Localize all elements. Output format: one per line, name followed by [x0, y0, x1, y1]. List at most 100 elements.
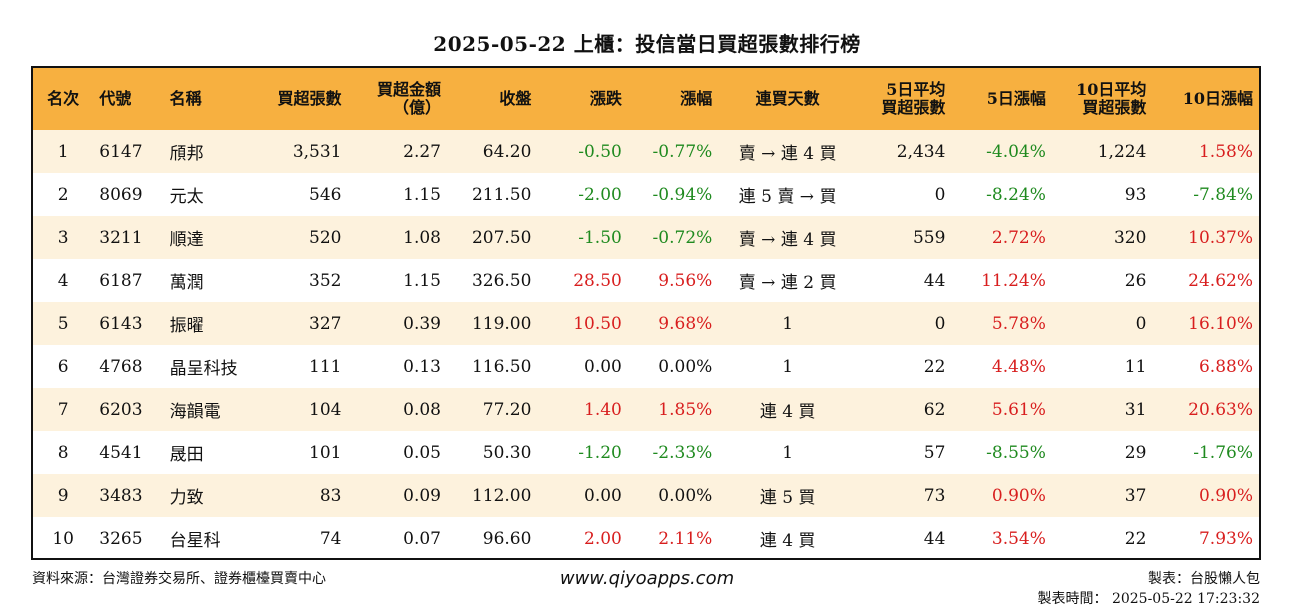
rank-cell: 2: [33, 173, 94, 216]
change5-percent-cell: 2.72%: [951, 216, 1052, 259]
avg10-volume-cell: 31: [1051, 388, 1153, 431]
avg5-volume-cell: 73: [856, 474, 952, 517]
close-price-cell: 77.20: [446, 388, 538, 431]
net-buy-amount-cell: 0.09: [347, 474, 447, 517]
avg10-volume-cell: 93: [1051, 173, 1153, 216]
website-url[interactable]: www.qiyoapps.com: [559, 568, 735, 589]
change-percent-cell: 0.00%: [627, 474, 719, 517]
change10-percent-cell: -7.84%: [1152, 173, 1259, 216]
net-buy-amount-cell: 2.27: [347, 130, 447, 173]
column-header: 買超金額 （億）: [347, 68, 447, 130]
change5-percent-cell: 0.90%: [951, 474, 1052, 517]
net-buy-volume-cell: 101: [259, 431, 348, 474]
stock-code-cell: 6143: [93, 302, 164, 345]
change10-percent-cell: -1.76%: [1152, 431, 1259, 474]
stock-name-cell: 晶呈科技: [163, 345, 260, 388]
ranking-table-container: 名次 代號 名稱 買超張數 買超金額 （億） 收盤 漲跌 漲幅 連買天數 5日平均 買超張數 5日漲幅 1…: [31, 66, 1261, 560]
price-change-cell: -1.50: [537, 216, 628, 259]
change5-percent-cell: 5.78%: [951, 302, 1052, 345]
change10-percent-cell: 7.93%: [1152, 517, 1259, 558]
column-header-label: 10日漲幅: [1182, 89, 1253, 108]
close-price-cell: 64.20: [446, 130, 538, 173]
avg10-volume-cell: 1,224: [1051, 130, 1153, 173]
column-header-label: 收盤: [499, 89, 532, 108]
change-percent-cell: -0.72%: [627, 216, 719, 259]
avg5-volume-cell: 2,434: [856, 130, 952, 173]
avg10-volume-cell: 11: [1051, 345, 1153, 388]
table-row: 3 3211 順達 520 1.08 207.50 -1.50 -0.72% 賣 → 連 4 買…: [33, 216, 1259, 259]
avg5-volume-cell: 0: [856, 302, 952, 345]
stock-name-cell: 順達: [163, 216, 260, 259]
net-buy-volume-cell: 111: [259, 345, 348, 388]
close-price-cell: 116.50: [446, 345, 538, 388]
change10-percent-cell: 24.62%: [1152, 259, 1259, 302]
rank-cell: 10: [33, 517, 94, 558]
change10-percent-cell: 6.88%: [1152, 345, 1259, 388]
price-change-cell: 0.00: [537, 345, 628, 388]
net-buy-volume-cell: 104: [259, 388, 348, 431]
column-header-label: 名次: [47, 89, 80, 108]
column-header-label: （億）: [392, 98, 441, 117]
rank-cell: 1: [33, 130, 94, 173]
net-buy-amount-cell: 0.39: [347, 302, 447, 345]
change5-percent-cell: 5.61%: [951, 388, 1052, 431]
column-header: 連買天數: [718, 68, 857, 130]
close-price-cell: 211.50: [446, 173, 538, 216]
generated-time: 製表時間： 2025-05-22 17:23:32: [1037, 591, 1261, 607]
price-change-cell: 2.00: [537, 517, 628, 558]
table-row: 8 4541 晟田 101 0.05 50.30 -1.20 -2.33% 1 57 -8.55% 2…: [33, 431, 1259, 474]
change10-percent-cell: 1.58%: [1152, 130, 1259, 173]
column-header: 收盤: [446, 68, 538, 130]
avg5-volume-cell: 44: [856, 517, 952, 558]
avg5-volume-cell: 22: [856, 345, 952, 388]
table-row: 5 6143 振曜 327 0.39 119.00 10.50 9.68% 1 0 5.78% 0 16…: [33, 302, 1259, 345]
stock-code-cell: 6203: [93, 388, 164, 431]
net-buy-amount-cell: 1.15: [347, 259, 447, 302]
price-change-cell: 28.50: [537, 259, 628, 302]
change-percent-cell: 9.56%: [627, 259, 719, 302]
price-change-cell: 0.00: [537, 474, 628, 517]
close-price-cell: 119.00: [446, 302, 538, 345]
net-buy-volume-cell: 3,531: [259, 130, 348, 173]
close-price-cell: 50.30: [446, 431, 538, 474]
column-header-label: 代號: [99, 89, 132, 108]
column-header-label: 買超金額: [376, 80, 441, 99]
change5-percent-cell: -8.24%: [951, 173, 1052, 216]
stock-code-cell: 3211: [93, 216, 164, 259]
page-title: 2025-05-22 上櫃：投信當日買超張數排行榜: [433, 32, 861, 56]
column-header-label: 名稱: [169, 89, 202, 108]
change10-percent-cell: 20.63%: [1152, 388, 1259, 431]
consecutive-days-cell: 1: [718, 345, 857, 388]
change-percent-cell: 0.00%: [627, 345, 719, 388]
column-header: 5日漲幅: [951, 68, 1052, 130]
stock-code-cell: 6147: [93, 130, 164, 173]
column-header: 10日漲幅: [1152, 68, 1259, 130]
net-buy-volume-cell: 520: [259, 216, 348, 259]
change5-percent-cell: -4.04%: [951, 130, 1052, 173]
column-header-label: 5日漲幅: [986, 89, 1046, 108]
column-header-label: 買超張數: [881, 98, 946, 117]
stock-name-cell: 晟田: [163, 431, 260, 474]
rank-cell: 3: [33, 216, 94, 259]
change10-percent-cell: 16.10%: [1152, 302, 1259, 345]
close-price-cell: 96.60: [446, 517, 538, 558]
net-buy-amount-cell: 0.05: [347, 431, 447, 474]
net-buy-amount-cell: 0.07: [347, 517, 447, 558]
consecutive-days-cell: 連 4 買: [718, 517, 857, 558]
table-header-row: 名次 代號 名稱 買超張數 買超金額 （億） 收盤 漲跌 漲幅 連買天數 5日平均 買超張數 5日漲幅 1…: [33, 68, 1259, 130]
stock-code-cell: 8069: [93, 173, 164, 216]
table-row: 10 3265 台星科 74 0.07 96.60 2.00 2.11% 連 4 買 44 3.54…: [33, 517, 1259, 558]
table-row: 9 3483 力致 83 0.09 112.00 0.00 0.00% 連 5 買 73 0.90%…: [33, 474, 1259, 517]
net-buy-amount-cell: 1.08: [347, 216, 447, 259]
table-body: 1 6147 頎邦 3,531 2.27 64.20 -0.50 -0.77% 賣 → 連 4 …: [33, 130, 1259, 558]
column-header: 代號: [93, 68, 164, 130]
stock-name-cell: 力致: [163, 474, 260, 517]
column-header: 名稱: [163, 68, 260, 130]
column-header-label: 5日平均: [886, 80, 946, 99]
ranking-table: 名次 代號 名稱 買超張數 買超金額 （億） 收盤 漲跌 漲幅 連買天數 5日平均 買超張數 5日漲幅 1…: [33, 68, 1259, 558]
table-row: 1 6147 頎邦 3,531 2.27 64.20 -0.50 -0.77% 賣 → 連 4 …: [33, 130, 1259, 173]
avg10-volume-cell: 22: [1051, 517, 1153, 558]
avg10-volume-cell: 0: [1051, 302, 1153, 345]
price-change-cell: -0.50: [537, 130, 628, 173]
consecutive-days-cell: 連 5 買: [718, 474, 857, 517]
